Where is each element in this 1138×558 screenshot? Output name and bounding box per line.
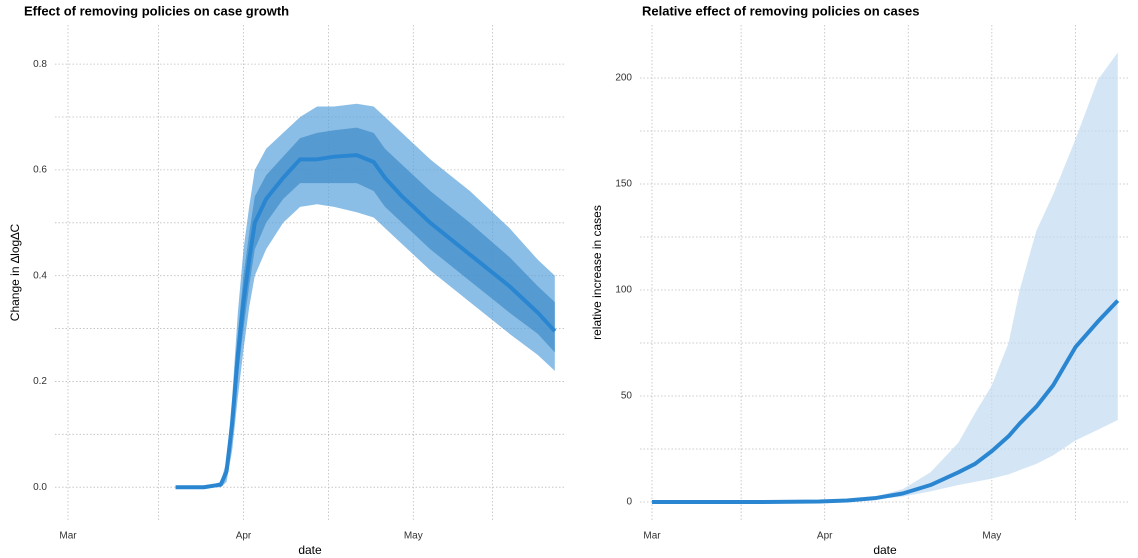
x-tick-label: Mar bbox=[59, 531, 77, 542]
confidence-band bbox=[175, 127, 555, 488]
x-tick-label: May bbox=[982, 531, 1001, 542]
y-tick-label: 200 bbox=[615, 73, 632, 84]
y-tick-label: 50 bbox=[621, 391, 633, 402]
y-tick-label: 0.6 bbox=[33, 165, 47, 176]
confidence-band bbox=[651, 52, 1118, 502]
x-tick-label: Apr bbox=[236, 531, 252, 542]
y-tick-label: 0.8 bbox=[33, 59, 47, 70]
y-axis-label: relative increase in cases bbox=[590, 205, 604, 340]
chart-title: Effect of removing policies on case grow… bbox=[24, 3, 289, 18]
y-tick-label: 0.2 bbox=[33, 376, 47, 387]
y-tick-label: 0.4 bbox=[33, 270, 47, 281]
line bbox=[651, 299, 1120, 504]
line bbox=[175, 153, 557, 490]
x-tick-label: May bbox=[404, 531, 423, 542]
y-axis-label: Change in ∆log∆C bbox=[8, 223, 22, 321]
x-tick-label: Apr bbox=[817, 531, 833, 542]
y-tick-label: 0.0 bbox=[33, 482, 47, 493]
chart-title: Relative effect of removing policies on … bbox=[642, 3, 919, 18]
y-tick-label: 0 bbox=[626, 497, 632, 508]
y-tick-label: 100 bbox=[615, 285, 632, 296]
y-tick-label: 150 bbox=[615, 179, 632, 190]
x-tick-label: Mar bbox=[643, 531, 661, 542]
x-axis-label: date bbox=[873, 543, 897, 557]
x-axis-label: date bbox=[298, 543, 322, 557]
